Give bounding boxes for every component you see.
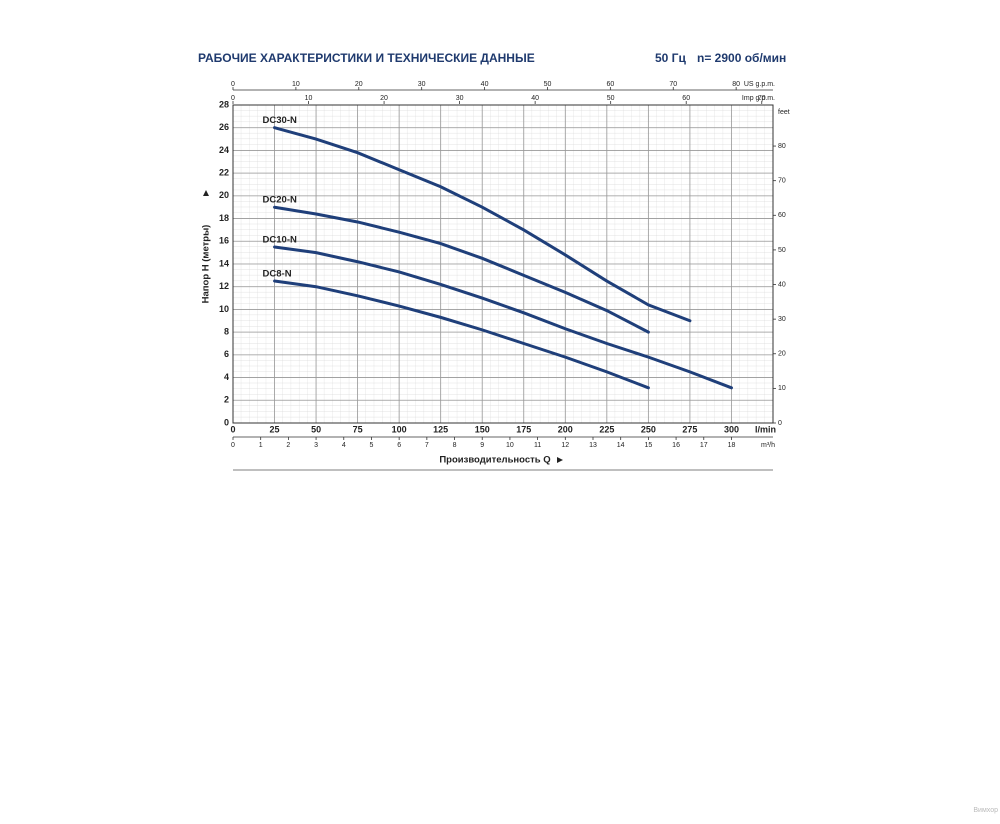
speed: n= 2900 об/мин <box>697 51 786 65</box>
y-tick-label: 2 <box>224 395 229 405</box>
y-axis-title: Напор H (метры) <box>201 225 212 304</box>
x-tick-label: 50 <box>311 424 321 434</box>
secondary-tick-label: 30 <box>456 95 464 102</box>
x-unit: l/min <box>755 424 776 434</box>
secondary-tick-label: 70 <box>778 178 786 185</box>
secondary-tick-label: 50 <box>607 95 615 102</box>
x-tick-label: 25 <box>270 424 280 434</box>
x-tick-label: 0 <box>230 424 235 434</box>
curve <box>273 245 733 390</box>
secondary-tick-label: 10 <box>292 81 300 88</box>
secondary-tick-label: 40 <box>481 81 489 88</box>
curve <box>273 205 650 334</box>
secondary-tick-label: 8 <box>453 442 457 449</box>
x-tick-label: 75 <box>353 424 363 434</box>
y-tick-label: 0 <box>224 417 229 427</box>
secondary-tick-label: 60 <box>682 95 690 102</box>
y-arrow <box>203 190 209 196</box>
x-tick-label: 175 <box>516 424 531 434</box>
secondary-tick-label: 0 <box>778 420 782 427</box>
chart-title: РАБОЧИЕ ХАРАКТЕРИСТИКИ И ТЕХНИЧЕСКИЕ ДАН… <box>198 51 535 65</box>
plot-frame <box>232 104 774 424</box>
secondary-tick-label: 50 <box>544 81 552 88</box>
secondary-tick-label: 30 <box>778 316 786 323</box>
y-tick-label: 24 <box>219 145 229 155</box>
series-label: DC8-N <box>263 269 292 280</box>
y-tick-label: 26 <box>219 122 229 132</box>
secondary-tick-label: 12 <box>561 442 569 449</box>
secondary-tick-label: 60 <box>778 212 786 219</box>
y-tick-label: 8 <box>224 327 229 337</box>
y-tick-label: 12 <box>219 281 229 291</box>
secondary-tick-label: 30 <box>418 81 426 88</box>
secondary-tick-label: 11 <box>534 442 541 449</box>
curve <box>273 126 692 323</box>
secondary-tick-label: 60 <box>606 81 614 88</box>
y-tick-label: 20 <box>219 190 229 200</box>
secondary-tick-label: 3 <box>314 442 318 449</box>
secondary-tick-label: 10 <box>506 442 514 449</box>
secondary-tick-label: 9 <box>480 442 484 449</box>
x-tick-label: 300 <box>724 424 739 434</box>
curve <box>273 279 650 390</box>
secondary-tick-label: 10 <box>305 95 313 102</box>
secondary-tick-label: 40 <box>531 95 539 102</box>
secondary-unit: US g.p.m. <box>744 81 775 88</box>
secondary-tick-label: 10 <box>778 385 786 392</box>
series-label: DC10-N <box>263 234 297 245</box>
secondary-tick-label: 2 <box>286 442 290 449</box>
y-tick-label: 22 <box>219 168 229 178</box>
secondary-tick-label: 13 <box>589 442 597 449</box>
x-tick-label: 150 <box>475 424 490 434</box>
x-tick-label: 125 <box>433 424 448 434</box>
secondary-tick-label: 50 <box>778 247 786 254</box>
secondary-tick-label: 1 <box>259 442 263 449</box>
y-tick-label: 16 <box>219 236 229 246</box>
x-tick-label: 275 <box>682 424 697 434</box>
secondary-tick-label: 80 <box>732 81 740 88</box>
x-tick-label: 100 <box>392 424 407 434</box>
secondary-tick-label: 70 <box>758 95 766 102</box>
x-tick-label: 250 <box>641 424 656 434</box>
secondary-tick-label: 0 <box>231 442 235 449</box>
secondary-tick-label: 6 <box>397 442 401 449</box>
y-tick-label: 6 <box>224 349 229 359</box>
secondary-tick-label: 80 <box>778 143 786 150</box>
watermark: Вимхор <box>973 807 998 814</box>
y-tick-label: 14 <box>219 258 229 268</box>
x-tick-label: 200 <box>558 424 573 434</box>
secondary-unit: feet <box>778 109 790 116</box>
secondary-tick-label: 20 <box>380 95 388 102</box>
secondary-unit: Imp g.p.m. <box>742 95 775 102</box>
y-tick-label: 10 <box>219 304 229 314</box>
y-tick-label: 18 <box>219 213 229 223</box>
secondary-tick-label: 17 <box>700 442 708 449</box>
frequency: 50 Гц <box>655 51 686 65</box>
x-axis-title: Производительность Q <box>439 455 550 466</box>
secondary-tick-label: 0 <box>231 95 235 102</box>
y-tick-label: 28 <box>219 99 229 109</box>
secondary-tick-label: 16 <box>672 442 680 449</box>
secondary-tick-label: 20 <box>355 81 363 88</box>
series-label: DC30-N <box>263 115 297 126</box>
secondary-tick-label: 70 <box>669 81 677 88</box>
x-arrow <box>557 457 563 463</box>
x-tick-label: 225 <box>599 424 614 434</box>
secondary-tick-label: 7 <box>425 442 429 449</box>
secondary-tick-label: 4 <box>342 442 346 449</box>
secondary-unit: m³/h <box>761 442 775 449</box>
series-label: DC20-N <box>263 195 297 206</box>
secondary-tick-label: 15 <box>644 442 652 449</box>
secondary-tick-label: 5 <box>370 442 374 449</box>
secondary-tick-label: 20 <box>778 351 786 358</box>
y-tick-label: 4 <box>224 372 229 382</box>
secondary-tick-label: 40 <box>778 281 786 288</box>
secondary-tick-label: 0 <box>231 81 235 88</box>
secondary-tick-label: 18 <box>728 442 736 449</box>
secondary-tick-label: 14 <box>617 442 625 449</box>
